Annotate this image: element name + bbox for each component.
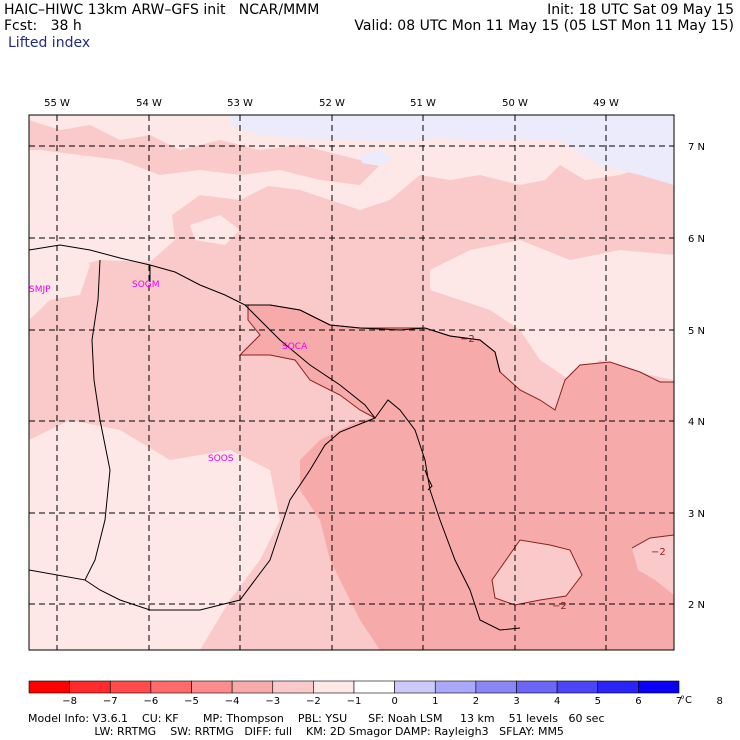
lon-label: 50 W [502, 98, 528, 109]
colorbar-tick-label: −7 [103, 696, 118, 707]
border-guyana-suriname [29, 259, 111, 581]
pocket-light-west [29, 245, 90, 320]
colorbar-tick-label: −4 [225, 696, 240, 707]
colorbar-tick-label: 2 [473, 696, 479, 707]
lat-label: 5 N [688, 326, 705, 337]
border-interior [84, 417, 376, 611]
station-label: SMJP [29, 285, 51, 295]
border-fguiana-brazil [244, 304, 521, 631]
band-positive-blob [360, 150, 392, 166]
colorbar-ticks: −8 −7 −6 −5 −4 −3 −2 −1 0 1 2 3 4 5 6 7 8 [62, 696, 723, 707]
colorbar-tick-label: 8 [716, 696, 722, 707]
lon-label: 52 W [319, 98, 345, 109]
colorbar-tick-label: −3 [265, 696, 280, 707]
lon-label: 55 W [44, 98, 70, 109]
colorbar-tick-label: −5 [184, 696, 199, 707]
contour-label: −2 [651, 547, 666, 558]
colorbar-swatch [434, 680, 477, 694]
colorbar [28, 680, 680, 694]
colorbar-tick-label: 7 [676, 696, 682, 707]
colorbar-tick-label: −2 [306, 696, 321, 707]
map-frame [28, 114, 675, 651]
colorbar-swatch [272, 680, 314, 694]
colorbar-unit: °C [680, 695, 692, 706]
colorbar-tick-label: 0 [391, 696, 397, 707]
contour-line-west [238, 305, 376, 419]
colorbar-swatch [638, 680, 680, 694]
colorbar-swatch [516, 680, 558, 694]
colorbar-tick-label: 1 [432, 696, 438, 707]
band-positive [230, 115, 674, 185]
band-medium-top [29, 120, 380, 185]
colorbar-swatch [313, 680, 355, 694]
pocket-light-southwest [29, 420, 280, 650]
model-title: HAIC–HIWC 13km ARW–GFS init NCAR/MMM [4, 2, 320, 18]
colorbar-swatch [28, 680, 70, 694]
colorbar-tick-label: 3 [513, 696, 519, 707]
lat-label: 2 N [688, 600, 705, 611]
lat-labels: 7 N 6 N 5 N 4 N 3 N 2 N [688, 142, 705, 611]
colorbar-tick-label: −6 [144, 696, 159, 707]
lat-label: 6 N [688, 234, 705, 245]
oiapoque-river [424, 469, 433, 491]
colorbar-swatch [231, 680, 274, 694]
contour-label: −2 [460, 334, 475, 345]
colorbar-swatch [556, 680, 599, 694]
colorbar-tick-label: 4 [554, 696, 560, 707]
coastlines [29, 244, 521, 631]
lat-label: 7 N [688, 142, 705, 153]
stations: SMJP SOGM SOCA SOOS [29, 280, 308, 464]
colorbar-swatch [597, 680, 639, 694]
colorbar-swatch [353, 680, 395, 694]
lat-lon-grid [29, 115, 674, 650]
contour-label: −2 [552, 601, 567, 612]
colorbar-tick-label: −8 [62, 696, 77, 707]
model-info-line1: Model Info: V3.6.1 CU: KF MP: Thompson P… [28, 712, 605, 725]
colorbar-tick-label: −1 [347, 696, 362, 707]
colorbar-swatch [394, 680, 436, 694]
pocket-light-east [430, 240, 674, 380]
lon-labels: 55 W 54 W 53 W 52 W 51 W 50 W 49 W [44, 98, 619, 109]
colorbar-swatch [150, 680, 192, 694]
contour-line-east [631, 534, 674, 549]
colorbar-swatch [109, 680, 152, 694]
lon-label: 49 W [593, 98, 619, 109]
colorbar-swatch [69, 680, 111, 694]
init-time: Init: 18 UTC Sat 09 May 15 [547, 2, 734, 18]
station-label: SOGM [132, 280, 160, 290]
lon-label: 53 W [227, 98, 253, 109]
lifted-index-field [29, 115, 674, 650]
colorbar-swatch [475, 680, 517, 694]
colorbar-tick-label: 5 [595, 696, 601, 707]
station-label: SOOS [208, 454, 234, 464]
lon-label: 54 W [136, 98, 162, 109]
field-name: Lifted index [8, 35, 91, 51]
valid-time: Valid: 08 UTC Mon 11 May 15 (05 LST Mon … [354, 18, 734, 34]
lat-label: 4 N [688, 417, 705, 428]
contour-line-southeast [491, 539, 583, 606]
colorbar-tick-label: 6 [635, 696, 641, 707]
station-label: SOCA [282, 342, 308, 352]
colorbar-swatch [191, 680, 233, 694]
model-info-line2: LW: RRTMG SW: RRTMG DIFF: full KM: 2D Sm… [28, 725, 564, 738]
forecast-hour: Fcst: 38 h [4, 18, 82, 34]
lon-label: 51 W [410, 98, 436, 109]
contour-labels: −2 −2 −2 [460, 334, 666, 612]
pocket-light-southeast-2 [632, 535, 674, 595]
lat-label: 3 N [688, 509, 705, 520]
coastline [29, 244, 501, 373]
